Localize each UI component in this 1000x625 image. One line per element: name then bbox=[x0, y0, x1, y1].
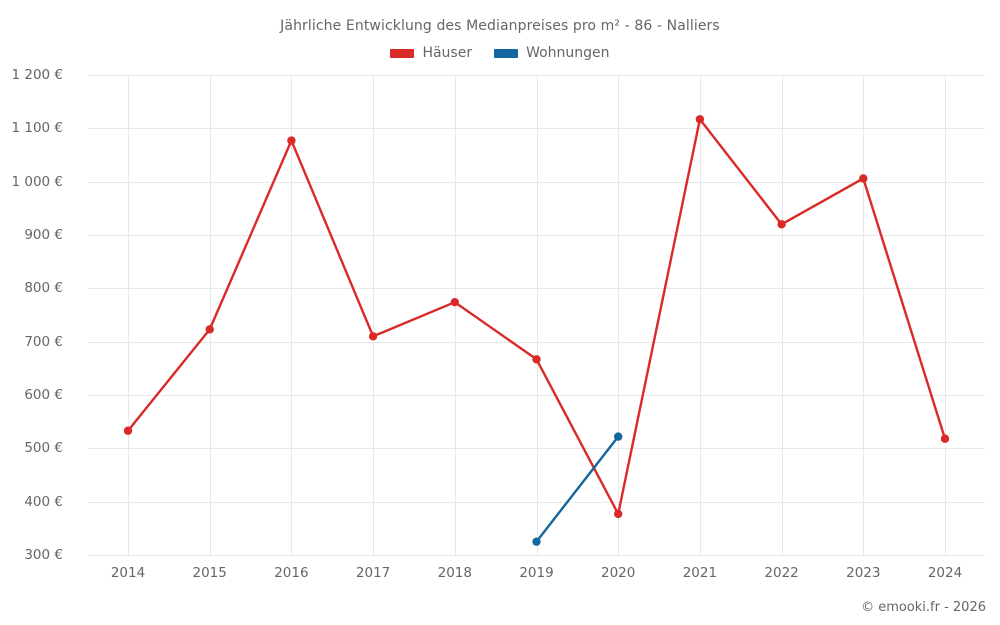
x-axis-tick-label: 2019 bbox=[519, 565, 554, 581]
legend-label-hauser: Häuser bbox=[422, 45, 473, 61]
series-line bbox=[126, 118, 947, 516]
y-axis-tick-label: 300 € bbox=[24, 547, 63, 563]
x-axis-tick-label: 2016 bbox=[274, 565, 309, 581]
data-point-marker[interactable] bbox=[695, 115, 705, 124]
x-axis-tick-label: 2024 bbox=[927, 565, 963, 581]
y-axis-tick-label: 600 € bbox=[24, 387, 63, 403]
data-point-marker[interactable] bbox=[777, 220, 786, 229]
gridline-vertical bbox=[209, 75, 211, 555]
y-axis-tick-label: 900 € bbox=[24, 227, 63, 243]
y-axis-tick-label: 500 € bbox=[24, 440, 63, 457]
chart-legend: Häuser Wohnungen bbox=[0, 45, 1000, 61]
series-lines bbox=[123, 115, 950, 546]
data-point-marker[interactable] bbox=[532, 537, 541, 546]
y-axis-tick-label: 1 100 € bbox=[11, 120, 63, 137]
gridline-vertical bbox=[945, 75, 946, 555]
x-axis-tick-label: 2023 bbox=[846, 565, 881, 581]
x-axis-tick-label: 2015 bbox=[192, 565, 227, 581]
data-point-marker[interactable] bbox=[368, 332, 378, 341]
data-point-marker[interactable] bbox=[532, 355, 541, 364]
data-point-marker[interactable] bbox=[450, 298, 459, 307]
y-axis-tick-label: 800 € bbox=[24, 280, 63, 297]
legend-swatch-hauser bbox=[390, 48, 415, 58]
data-point-marker[interactable] bbox=[287, 136, 296, 145]
y-axis-tick-label: 400 € bbox=[24, 493, 63, 510]
data-point-marker[interactable] bbox=[940, 434, 950, 443]
gridline-vertical bbox=[618, 75, 620, 555]
gridline-vertical bbox=[291, 75, 293, 555]
x-axis-tick-label: 2020 bbox=[601, 565, 636, 581]
gridline-vertical bbox=[454, 75, 456, 555]
data-point-marker[interactable] bbox=[123, 426, 133, 435]
chart-title: Jährliche Entwicklung des Medianpreises … bbox=[280, 18, 720, 34]
y-axis-tick-label: 1 200 € bbox=[11, 67, 63, 83]
gridline-vertical bbox=[536, 75, 538, 555]
gridline-horizontal bbox=[88, 555, 985, 556]
legend-swatch-wohnungen bbox=[494, 48, 519, 58]
x-axis-tick-label: 2014 bbox=[110, 565, 146, 581]
data-point-marker[interactable] bbox=[205, 325, 214, 334]
y-axis-tick-label: 700 € bbox=[24, 333, 63, 350]
data-point-marker[interactable] bbox=[614, 509, 623, 519]
plot-area: 300 € 400 € 500 € 600 € 700 € 800 € 900 € 1 000… bbox=[11, 67, 985, 581]
gridline-vertical bbox=[863, 75, 865, 555]
data-point-marker[interactable] bbox=[859, 174, 868, 183]
credit-label: © emooki.fr - 2026 bbox=[861, 600, 986, 615]
gridline-vertical bbox=[373, 75, 375, 555]
y-axis-tick-label: 1 000 € bbox=[11, 173, 63, 190]
x-axis-tick-label: 2021 bbox=[682, 565, 718, 581]
x-axis-tick-label: 2022 bbox=[764, 565, 799, 581]
x-axis-tick-label: 2017 bbox=[355, 565, 391, 581]
data-point-marker[interactable] bbox=[614, 432, 623, 441]
gridline-vertical bbox=[781, 75, 783, 555]
gridline-vertical bbox=[128, 75, 129, 555]
legend-label-wohnungen: Wohnungen bbox=[526, 45, 610, 61]
gridline-vertical bbox=[699, 75, 701, 555]
series-line bbox=[535, 435, 620, 543]
legend-item-hauser[interactable]: Häuser bbox=[390, 45, 472, 61]
legend-item-wohnungen[interactable]: Wohnungen bbox=[494, 45, 610, 61]
x-axis-tick-label: 2018 bbox=[437, 565, 472, 581]
